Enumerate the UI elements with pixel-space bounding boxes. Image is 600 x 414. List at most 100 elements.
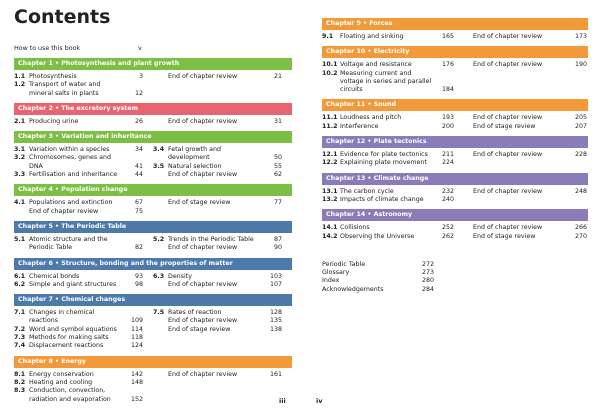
entry-page: 240	[441, 195, 454, 203]
toc-entry: End of stage review 207	[455, 123, 588, 131]
chapter-heading: Chapter 11 • Sound	[322, 99, 588, 112]
entry-column: 7.5 Rates of reaction 128 End of chapter re…	[153, 309, 292, 350]
toc-entry: End of chapter review 107	[153, 281, 292, 289]
toc-entry: 1.2 Transport of water and mineral salts …	[14, 81, 153, 98]
chapter-entries: 8.1 Energy conservation 142 8.2 Heating and …	[14, 371, 292, 404]
entry-number: 13.1	[322, 187, 338, 195]
entry-number: 6.2	[14, 280, 26, 288]
chapter-entries: 13.1 The carbon cycle 232 13.2 Impacts of cl…	[322, 188, 588, 205]
toc-entry: End of chapter review 90	[153, 244, 292, 252]
entry-number: 5.1	[14, 235, 26, 243]
toc-entry: 6.3 Density 103	[153, 273, 292, 281]
entry-page: 266	[574, 224, 587, 232]
entry-column: End of chapter review 266 End of stage rev…	[455, 224, 588, 241]
entry-page: 3	[138, 73, 143, 80]
entry-title: End of chapter review	[29, 207, 99, 215]
entry-page: 87	[273, 235, 282, 243]
toc-entry: 13.1 The carbon cycle 232	[322, 188, 455, 196]
entry-page: 142	[130, 370, 143, 378]
entry-number: 10.2	[322, 69, 338, 77]
toc-entry: 7.1 Changes in chemical reactions 109	[14, 309, 153, 326]
entry-page: 176	[441, 61, 454, 69]
entry-title: Evidence for plate tectonics	[340, 151, 428, 159]
toc-entry: 6.1 Chemical bonds 93	[14, 273, 153, 281]
entry-page: v	[138, 45, 142, 52]
entry-title: Measuring current and voltage in series …	[340, 69, 432, 94]
entry-number: 14.1	[322, 224, 338, 232]
entry-title: Energy conservation	[29, 370, 94, 378]
entry-title: End of stage review	[473, 232, 536, 240]
entry-title: Glossary	[322, 269, 350, 277]
chapter-block: Chapter 14 • Astronomy 14.1 Collisions 252 1…	[322, 209, 588, 241]
toc-entry: End of chapter review 75	[14, 208, 153, 216]
page-title: Contents	[14, 6, 111, 28]
entry-number: 12.1	[322, 151, 338, 159]
toc-entry: 8.3 Conduction, convection, radiation and…	[14, 387, 153, 404]
chapter-entries: 3.1 Variation within a species 34 3.2 Chromo…	[14, 146, 292, 179]
toc-entry: 5.1 Atomic structure and the Periodic Tab…	[14, 236, 153, 253]
entry-title: End of chapter review	[168, 317, 238, 325]
entry-title: Chemical bonds	[29, 272, 80, 280]
chapter-heading: Chapter 12 • Plate tectonics	[322, 136, 588, 149]
entry-title: Photosynthesis	[29, 73, 77, 80]
entry-page: 114	[130, 325, 143, 333]
page-number: iii	[279, 397, 286, 405]
entry-page: 90	[273, 244, 282, 252]
toc-entry: 3.4 Fetal growth and development 50	[153, 146, 292, 163]
chapter-block: Chapter 1 • Photosynthesis and plant gro…	[14, 58, 292, 98]
entry-number: 3.5	[153, 162, 165, 170]
entry-title: End of chapter review	[168, 73, 238, 80]
entry-page: 248	[574, 187, 587, 195]
entry-page: 138	[269, 325, 282, 333]
entry-column: 11.1 Loudness and pitch 193 11.2 Interferenc…	[322, 114, 455, 131]
toc-entry: 13.2 Impacts of climate change 240	[322, 196, 455, 204]
entry-column: 6.1 Chemical bonds 93 6.2 Simple and giant s…	[14, 273, 153, 290]
entry-page: 62	[273, 171, 282, 179]
entry-title: Observing the Universe	[340, 232, 415, 240]
toc-entry: Periodic Table 272	[322, 261, 457, 269]
entry-page: 272	[422, 260, 435, 268]
chapter-entries: 5.1 Atomic structure and the Periodic Tab…	[14, 236, 292, 253]
entry-title: End of chapter review	[168, 244, 238, 252]
entry-title: How to use this book	[14, 45, 81, 52]
toc-entry: End of chapter review 21	[153, 73, 292, 81]
chapter-block: Chapter 9 • Forces 9.1 Floating and sinkin…	[322, 18, 588, 41]
entry-title: Floating and sinking	[340, 33, 404, 40]
chapter-heading: Chapter 9 • Forces	[322, 18, 588, 30]
toc-entry: 11.2 Interference 200	[322, 123, 455, 131]
entry-number: 6.3	[153, 272, 165, 280]
entry-page: 12	[134, 89, 143, 97]
entry-title: Populations and extinction	[29, 199, 113, 207]
entry-title: End of chapter review	[168, 280, 238, 288]
entry-column: 3.4 Fetal growth and development 50 3.5 Natu…	[153, 146, 292, 179]
entry-number: 3.3	[14, 171, 26, 179]
toc-entry: 6.2 Simple and giant structures 98	[14, 281, 153, 289]
chapter-entries: 9.1 Floating and sinking 165 End of chapter…	[322, 33, 588, 41]
entry-number: 11.1	[322, 114, 338, 122]
entry-page: 284	[422, 285, 435, 293]
entry-page: 103	[269, 272, 282, 280]
toc-entry: End of chapter review 248	[455, 188, 588, 196]
chapter-heading: Chapter 5 • The Periodic Table	[14, 220, 292, 233]
entry-title: The carbon cycle	[340, 187, 394, 195]
toc-entry: 11.1 Loudness and pitch 193	[322, 114, 455, 122]
entry-page: 55	[273, 162, 282, 170]
entry-title: End of chapter review	[473, 61, 543, 69]
entry-title: Changes in chemical reactions	[29, 309, 95, 325]
chapter-entries: 6.1 Chemical bonds 93 6.2 Simple and giant s…	[14, 273, 292, 290]
entry-page: 148	[130, 378, 143, 386]
chapter-block: Chapter 13 • Climate change 13.1 The carbo…	[322, 172, 588, 205]
toc-entry: 10.1 Voltage and resistance 176	[322, 61, 455, 69]
entry-page: 109	[130, 317, 143, 325]
entry-title: End of stage review	[168, 325, 231, 333]
entry-number: 8.2	[14, 378, 26, 386]
entry-title: Atomic structure and the Periodic Table	[29, 235, 108, 252]
entry-number: 8.3	[14, 387, 26, 395]
entry-title: End of chapter review	[473, 187, 543, 195]
entry-page: 107	[269, 280, 282, 288]
entry-title: End of chapter review	[473, 114, 543, 122]
chapter-entries: 11.1 Loudness and pitch 193 11.2 Interferenc…	[322, 114, 588, 131]
toc-entry: 7.5 Rates of reaction 128	[153, 309, 292, 317]
chapter-heading: Chapter 14 • Astronomy	[322, 209, 588, 222]
entry-title: Acknowledgements	[322, 285, 384, 293]
